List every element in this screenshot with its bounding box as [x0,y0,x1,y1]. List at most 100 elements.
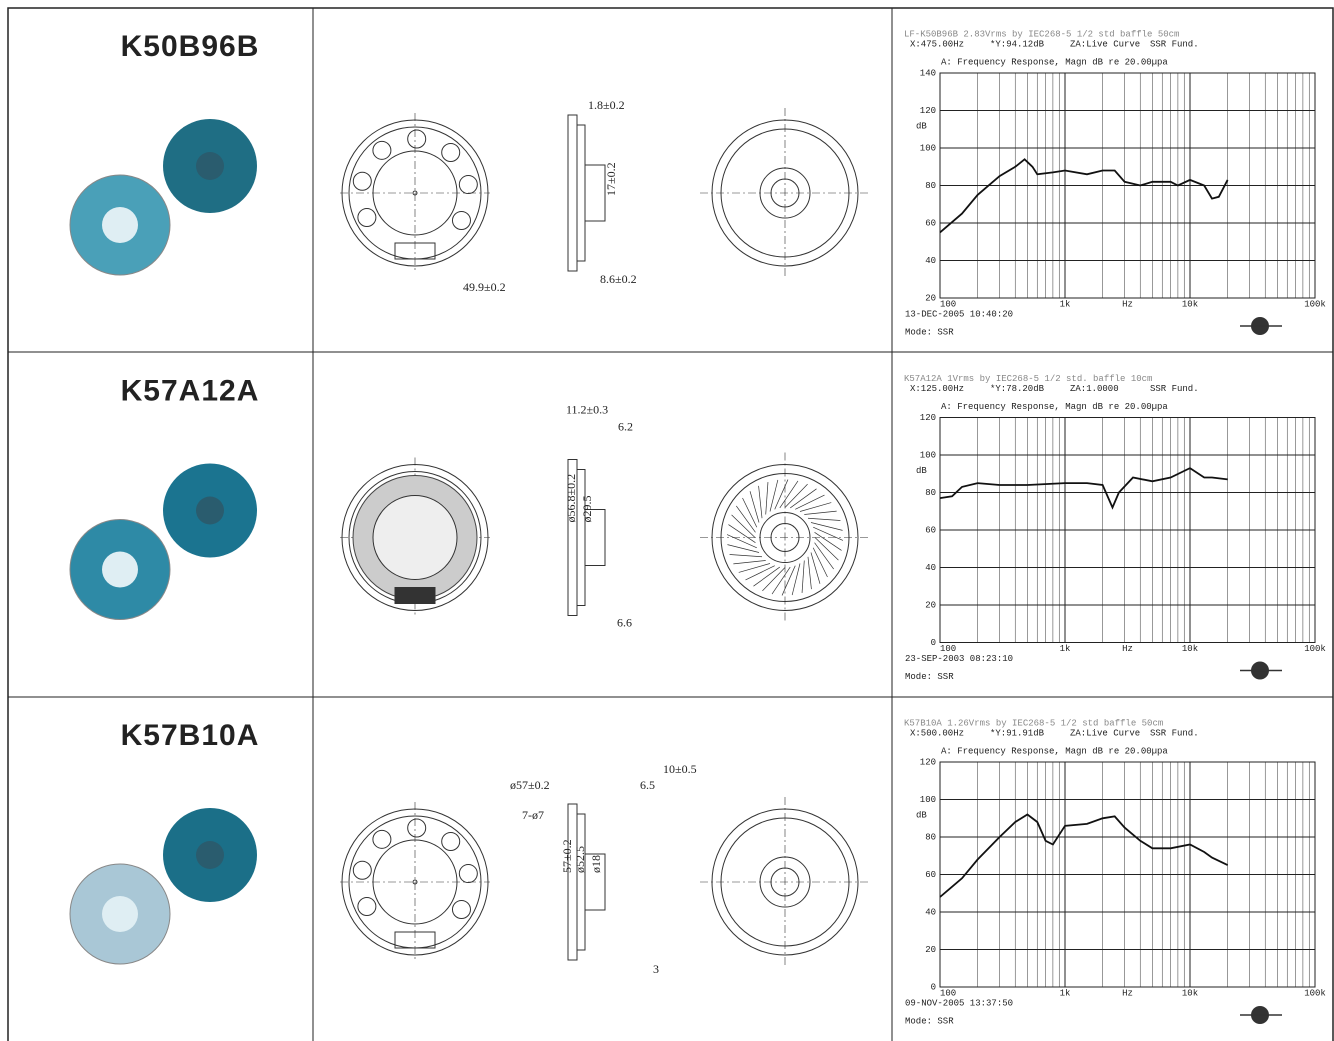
dimension-label: ø52.5 [573,846,587,873]
cone-rib [738,563,771,573]
chart-date: 23-SEP-2003 08:23:10 [905,654,1013,664]
y-axis-label: dB [916,810,927,820]
response-curve [939,467,1228,510]
speaker-photo [196,496,224,525]
cone-rib [812,547,828,578]
drawing-line [451,210,471,230]
chart-title: A: Frequency Response, Magn dB re 20.00µ… [941,402,1168,412]
y-tick-label: 20 [925,945,936,955]
y-axis-label: dB [916,121,927,131]
chart-date: 13-DEC-2005 10:40:20 [905,309,1013,319]
drawing-line [372,140,392,160]
drawing-line [372,829,392,849]
drawing-line [441,142,461,162]
dimension-label: ø29.5 [580,496,594,523]
y-axis-label: dB [916,466,927,476]
drawing-line [441,831,461,851]
chart-readout: ZA:Live Curve [1070,39,1140,49]
y-tick-label: 80 [925,181,936,191]
x-tick-label: 10k [1182,299,1198,309]
dimension-label: 3 [653,962,659,976]
cone-rib [814,532,842,551]
drawing-line [458,175,478,195]
model-name: K57B10A [121,719,260,752]
cone-rib [790,488,817,509]
dimension-label: ø57±0.2 [510,778,550,792]
side-view [584,509,606,566]
drawing-line [357,208,377,228]
chart-readout: SSR Fund. [1150,39,1199,49]
cone-rib [729,554,763,558]
dimension-label: 57±0.2 [560,839,574,873]
cone-rib [781,565,796,596]
y-tick-label: 20 [925,600,936,610]
x-tick-label: 1k [1060,299,1071,309]
cone-rib [791,563,801,596]
x-axis-label: Hz [1122,644,1133,654]
chart-note: LF-K50B96B 2.83Vrms by IEC268-5 1/2 std … [904,29,1179,39]
side-view [576,813,586,951]
cone-rib [728,524,756,543]
x-tick-label: 100k [1304,299,1326,309]
chart-note: K57B10A 1.26Vrms by IEC268-5 1/2 std baf… [904,718,1163,728]
chart-readout: *Y:78.20dB [990,384,1045,394]
cone-rib [799,502,832,512]
chart-mode: Mode: SSR [905,327,954,337]
y-tick-label: 140 [920,68,936,78]
dimension-label: 6.6 [617,615,632,629]
cone-rib [810,552,821,584]
y-tick-label: 100 [920,143,936,153]
cone-rib [771,566,791,595]
speaker-photo [102,896,138,932]
cone-rib [795,494,825,510]
y-tick-label: 60 [925,870,936,880]
chart-readout: SSR Fund. [1150,384,1199,394]
chart-mode: Mode: SSR [905,672,954,682]
cone-rib [814,542,834,570]
dimension-label: 17±0.2 [604,162,618,196]
y-tick-label: 60 [925,525,936,535]
cone-rib [801,560,805,593]
y-tick-label: 40 [925,256,936,266]
speaker-photo [196,152,224,180]
x-axis-label: Hz [1122,988,1133,998]
x-tick-label: 10k [1182,988,1198,998]
side-view [567,803,578,961]
side-view [584,164,606,222]
cone-rib [814,537,839,561]
x-tick-label: 100 [940,988,956,998]
y-tick-label: 100 [920,450,936,460]
cone-rib [736,505,756,533]
chart-title: A: Frequency Response, Magn dB re 20.00µ… [941,746,1168,756]
y-tick-label: 0 [931,982,936,992]
dimension-label: 7-ø7 [522,808,544,822]
speaker-photo [102,551,138,588]
y-tick-label: 60 [925,218,936,228]
chart-readout: X:125.00Hz [910,384,964,394]
cone-rib [749,491,760,523]
chart-date: 09-NOV-2005 13:37:50 [905,998,1013,1008]
drawing-line [352,171,372,191]
cone-rib [813,526,844,541]
cone-rib [810,522,843,531]
cone-rib [726,534,757,549]
y-tick-label: 40 [925,907,936,917]
cone-rib [753,566,780,587]
y-tick-label: 80 [925,832,936,842]
y-tick-label: 120 [920,413,936,423]
side-view [576,124,586,262]
cone-rib [784,483,808,508]
x-tick-label: 100k [1304,988,1326,998]
chart-title: A: Frequency Response, Magn dB re 20.00µ… [941,57,1168,67]
drawing-line [357,897,377,917]
cone-rib [765,482,769,515]
x-axis-label: Hz [1122,299,1133,309]
dimension-label: 6.2 [618,419,633,433]
side-view [567,114,578,272]
drawing-line [451,899,471,919]
chart-readout: ZA:1.0000 [1070,384,1119,394]
chart-readout: X:475.00Hz [910,39,964,49]
terminal [394,587,436,604]
y-tick-label: 20 [925,293,936,303]
